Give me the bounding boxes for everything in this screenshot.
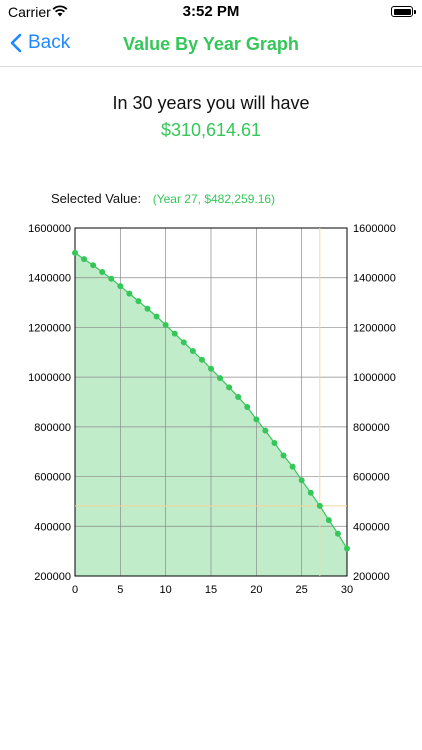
data-point <box>253 416 260 423</box>
data-point <box>307 489 314 496</box>
y-tick-label-left: 400000 <box>34 521 71 533</box>
y-tick-label-right: 1200000 <box>353 322 396 334</box>
wifi-icon <box>52 4 68 22</box>
data-point <box>144 305 151 312</box>
data-point <box>99 268 106 275</box>
data-point <box>189 348 196 355</box>
y-tick-label-right: 400000 <box>353 521 390 533</box>
data-point <box>135 298 142 305</box>
data-point <box>171 330 178 337</box>
y-tick-label-left: 200000 <box>34 571 71 583</box>
back-label: Back <box>28 32 71 53</box>
y-tick-label-left: 1200000 <box>28 322 71 334</box>
y-tick-label-right: 1600000 <box>353 223 396 235</box>
data-point <box>280 452 287 459</box>
data-point <box>344 545 350 552</box>
data-point <box>81 256 88 263</box>
summary-amount: $310,614.61 <box>160 120 262 140</box>
plot-frame <box>74 227 348 577</box>
x-tick-label: 20 <box>250 584 262 596</box>
data-point <box>72 249 78 256</box>
navigation-bar: Back Value By Year Graph <box>0 24 422 67</box>
data-point <box>208 365 214 372</box>
y-tick-label-left: 800000 <box>34 422 71 434</box>
chevron-left-icon <box>10 33 22 53</box>
selected-value-row: Selected Value: (Year 27, $482,259.16) <box>51 191 275 206</box>
y-tick-label-right: 1400000 <box>353 273 396 285</box>
selected-value-label: Selected Value: <box>51 191 142 206</box>
page-title: Value By Year Graph <box>123 34 299 54</box>
data-point <box>198 356 205 363</box>
data-point <box>226 384 233 391</box>
x-tick-label: 5 <box>117 584 123 596</box>
y-tick-label-left: 1000000 <box>28 372 71 384</box>
data-point <box>271 440 278 447</box>
y-tick-label-right: 200000 <box>353 571 390 583</box>
y-tick-label-right: 1000000 <box>353 372 396 384</box>
data-point <box>153 313 160 320</box>
x-tick-label: 25 <box>296 584 308 596</box>
data-point <box>262 427 269 434</box>
data-point <box>244 403 251 410</box>
data-point <box>108 275 115 282</box>
data-point <box>298 477 305 484</box>
status-bar: Carrier 3:52 PM <box>0 0 422 24</box>
back-button[interactable]: Back <box>10 32 70 54</box>
y-tick-label-right: 600000 <box>353 472 390 484</box>
data-point <box>90 262 97 269</box>
value-by-year-chart[interactable]: 200000 200000 400000 400000 600000 600000 8000… <box>0 210 422 605</box>
status-time: 3:52 PM <box>182 3 240 20</box>
data-point <box>180 339 187 346</box>
x-tick-label: 15 <box>205 584 217 596</box>
x-tick-label: 0 <box>72 584 78 596</box>
y-tick-label-left: 1400000 <box>28 273 71 285</box>
data-point <box>217 375 224 382</box>
y-tick-label-left: 1600000 <box>28 223 71 235</box>
data-point <box>235 394 242 401</box>
data-point <box>126 290 133 297</box>
data-point <box>316 502 323 509</box>
battery-icon <box>391 6 416 17</box>
x-tick-label: 30 <box>341 584 353 596</box>
data-point <box>325 517 332 524</box>
x-tick-label: 10 <box>160 584 172 596</box>
data-point <box>162 321 169 328</box>
data-point <box>334 530 341 537</box>
carrier-label: Carrier <box>8 4 51 20</box>
selected-value-text: (Year 27, $482,259.16) <box>152 192 276 206</box>
data-point <box>117 283 124 290</box>
y-tick-label-left: 600000 <box>34 472 71 484</box>
summary-headline: In 30 years you will have <box>112 93 310 113</box>
data-point <box>289 463 296 470</box>
y-tick-label-right: 800000 <box>353 422 390 434</box>
